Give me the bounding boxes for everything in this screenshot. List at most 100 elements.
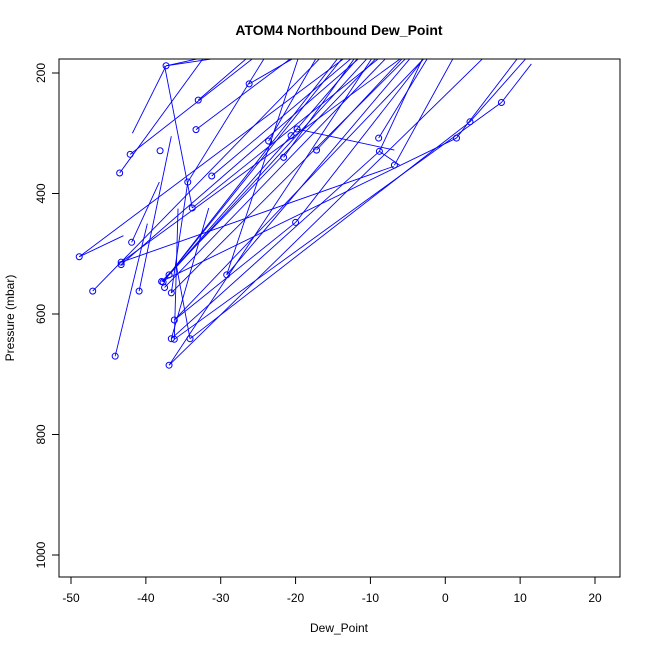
x-tick-label: -40: [137, 591, 155, 605]
data-point: [135, 287, 143, 295]
data-point: [128, 238, 136, 246]
data-point: [184, 178, 192, 186]
series-line-segment: [296, 128, 395, 151]
chart-title: ATOM4 Northbound Dew_Point: [235, 22, 442, 38]
x-tick-label: 10: [513, 591, 527, 605]
data-lines: [78, 59, 532, 366]
series-line-segment: [170, 59, 406, 294]
plot-frame: [58, 58, 621, 578]
data-point: [89, 287, 97, 295]
data-point: [167, 289, 175, 297]
series-line-segment: [316, 59, 403, 151]
data-point: [126, 150, 134, 158]
x-tick-label: -20: [287, 591, 305, 605]
series-line-segment: [121, 165, 394, 263]
series-line-segment: [501, 63, 532, 103]
series-line-segment: [138, 136, 172, 292]
y-axis: 200 400 600 800 1000: [34, 63, 60, 568]
series-line-segment: [161, 137, 457, 282]
data-point: [265, 137, 273, 145]
series-line-segment: [197, 59, 247, 101]
series-line-segment: [295, 59, 424, 223]
series-line-segment: [79, 235, 124, 258]
series-line-segment: [131, 181, 160, 243]
series-line-segment: [174, 102, 502, 340]
series-line-segment: [195, 59, 291, 130]
x-axis-label: Dew_Point: [310, 621, 369, 635]
series-line-segment: [378, 59, 428, 139]
data-points: [75, 62, 505, 369]
series-line-segment: [168, 59, 373, 366]
series-line-segment: [120, 59, 359, 265]
series-line-segment: [129, 59, 253, 155]
data-point: [192, 126, 200, 134]
series-line-segment: [469, 59, 527, 123]
data-point: [390, 161, 398, 169]
series-line-segment: [131, 65, 167, 134]
series-line-segment: [248, 59, 294, 85]
data-point: [186, 335, 194, 343]
y-tick-label: 600: [34, 304, 48, 324]
series-line-segment: [165, 59, 200, 67]
data-point: [287, 132, 295, 140]
data-point: [170, 335, 178, 343]
x-tick-label: -10: [362, 591, 380, 605]
x-tick-label: 20: [588, 591, 602, 605]
series-line-segment: [174, 222, 296, 321]
data-point: [280, 153, 288, 161]
data-point: [313, 146, 321, 154]
series-line-segment: [78, 59, 345, 258]
data-point: [375, 134, 383, 142]
series-line-segment: [162, 59, 343, 283]
data-point: [117, 258, 125, 266]
x-tick-label: -30: [212, 591, 230, 605]
y-tick-label: 800: [34, 424, 48, 444]
series-line-segment: [164, 59, 386, 288]
data-point: [453, 134, 461, 142]
series-line-segment: [168, 128, 298, 276]
data-point: [292, 218, 300, 226]
series-line-segment: [189, 121, 471, 340]
data-point: [117, 261, 125, 269]
series-line-segment: [161, 59, 377, 282]
series-line-segment: [119, 59, 204, 174]
data-point: [497, 99, 505, 107]
series-line-segment: [226, 59, 411, 276]
series-line-segment: [290, 59, 358, 136]
series-line-segment: [456, 59, 518, 139]
series-line-segment: [120, 59, 401, 263]
data-point: [194, 96, 202, 104]
series-line-segment: [191, 59, 379, 209]
series-line-segment: [187, 59, 265, 183]
data-point: [165, 271, 173, 279]
series-line-segment: [164, 65, 193, 209]
data-point: [167, 335, 175, 343]
data-point: [161, 283, 169, 291]
data-point: [223, 271, 231, 279]
data-point: [116, 169, 124, 177]
series-line-segment: [92, 59, 320, 292]
series-line-segment: [283, 59, 355, 158]
x-tick-label: 0: [442, 591, 449, 605]
data-point: [111, 352, 119, 360]
series-line-segment: [170, 181, 189, 293]
data-point: [188, 204, 196, 212]
data-point: [156, 147, 164, 155]
data-point: [170, 316, 178, 324]
data-point: [75, 253, 83, 261]
series-line-segment: [226, 59, 299, 275]
series-line-segment: [114, 223, 148, 357]
y-tick-label: 200: [34, 63, 48, 83]
series-line-segment: [379, 59, 423, 152]
series-line-segment: [171, 150, 380, 340]
y-axis-label: Pressure (mbar): [3, 275, 17, 362]
series-line-segment: [166, 59, 215, 67]
series-line-segment: [162, 59, 338, 283]
data-point: [162, 62, 170, 70]
series-line-segment: [393, 59, 454, 166]
y-tick-label: 400: [34, 183, 48, 203]
data-point: [165, 361, 173, 369]
data-point: [293, 125, 301, 133]
data-point: [208, 172, 216, 180]
